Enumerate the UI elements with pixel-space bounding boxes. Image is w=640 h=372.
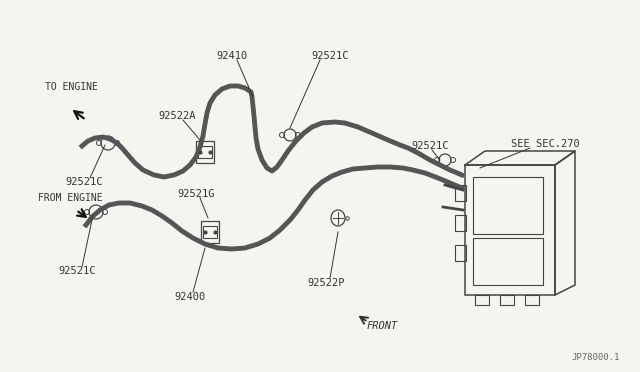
Text: TO ENGINE: TO ENGINE bbox=[45, 82, 98, 92]
Text: 92522P: 92522P bbox=[307, 278, 345, 288]
Bar bbox=[198, 146, 212, 158]
Text: SEE SEC.270: SEE SEC.270 bbox=[511, 139, 579, 149]
Text: 92521C: 92521C bbox=[65, 177, 103, 187]
Text: FROM ENGINE: FROM ENGINE bbox=[38, 193, 102, 203]
Bar bbox=[201, 221, 219, 243]
Text: JP78000.1: JP78000.1 bbox=[572, 353, 620, 362]
Text: 92521G: 92521G bbox=[177, 189, 215, 199]
Text: 92521C: 92521C bbox=[58, 266, 96, 276]
Bar bbox=[203, 226, 217, 238]
Text: 92521C: 92521C bbox=[412, 141, 449, 151]
Text: 92522A: 92522A bbox=[158, 111, 196, 121]
Text: 92521C: 92521C bbox=[311, 51, 349, 61]
Bar bbox=[196, 141, 214, 163]
Text: FRONT: FRONT bbox=[366, 321, 397, 331]
Text: 92410: 92410 bbox=[216, 51, 248, 61]
Text: 92400: 92400 bbox=[174, 292, 205, 302]
